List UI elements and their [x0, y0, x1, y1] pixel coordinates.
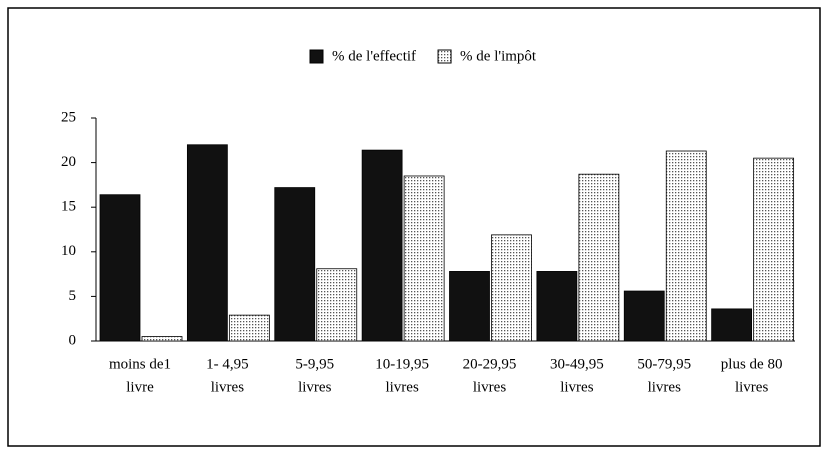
- x-tick-label: livres: [298, 379, 331, 395]
- x-tick-label: livres: [385, 379, 418, 395]
- x-tick-label: livres: [473, 379, 506, 395]
- legend-label: % de l'effectif: [332, 48, 416, 64]
- bar: [99, 194, 141, 342]
- bar: [316, 268, 358, 342]
- x-tick-label: 20-29,95: [463, 356, 517, 372]
- bar: [449, 271, 490, 342]
- bar: [403, 175, 445, 342]
- bar: [361, 149, 403, 342]
- y-tick-label: 15: [61, 199, 76, 215]
- legend-label: % de l'impôt: [460, 48, 537, 64]
- bar: [228, 314, 270, 342]
- x-tick-label: livres: [735, 379, 768, 395]
- bar: [711, 308, 753, 342]
- y-tick-label: 10: [61, 243, 76, 259]
- bar: [274, 187, 316, 342]
- x-tick-label: livres: [560, 379, 593, 395]
- x-tick-label: 1- 4,95: [206, 356, 249, 372]
- bar: [141, 336, 183, 342]
- frame: [7, 7, 821, 447]
- x-tick-label: plus de 80: [721, 356, 783, 372]
- x-tick-label: livre: [126, 379, 154, 395]
- bar: [753, 157, 795, 342]
- bar: [623, 290, 665, 342]
- x-tick-label: 30-49,95: [550, 356, 604, 372]
- y-tick-label: 5: [69, 288, 77, 304]
- bar: [491, 234, 532, 342]
- y-tick-label: 20: [61, 154, 76, 170]
- bar: [186, 144, 228, 342]
- bar: [665, 150, 707, 342]
- bar: [536, 271, 578, 342]
- x-tick-label: 10-19,95: [375, 356, 429, 372]
- x-tick-label: livres: [211, 379, 244, 395]
- x-tick-label: livres: [648, 379, 681, 395]
- legend-swatch: [309, 49, 324, 64]
- legend-swatch: [437, 49, 452, 64]
- y-tick-label: 25: [61, 109, 76, 125]
- x-tick-label: 50-79,95: [637, 356, 691, 372]
- y-tick-label: 0: [69, 332, 77, 348]
- x-tick-label: 5-9,95: [295, 356, 334, 372]
- x-tick-label: moins de1: [109, 356, 171, 372]
- bar: [578, 173, 620, 342]
